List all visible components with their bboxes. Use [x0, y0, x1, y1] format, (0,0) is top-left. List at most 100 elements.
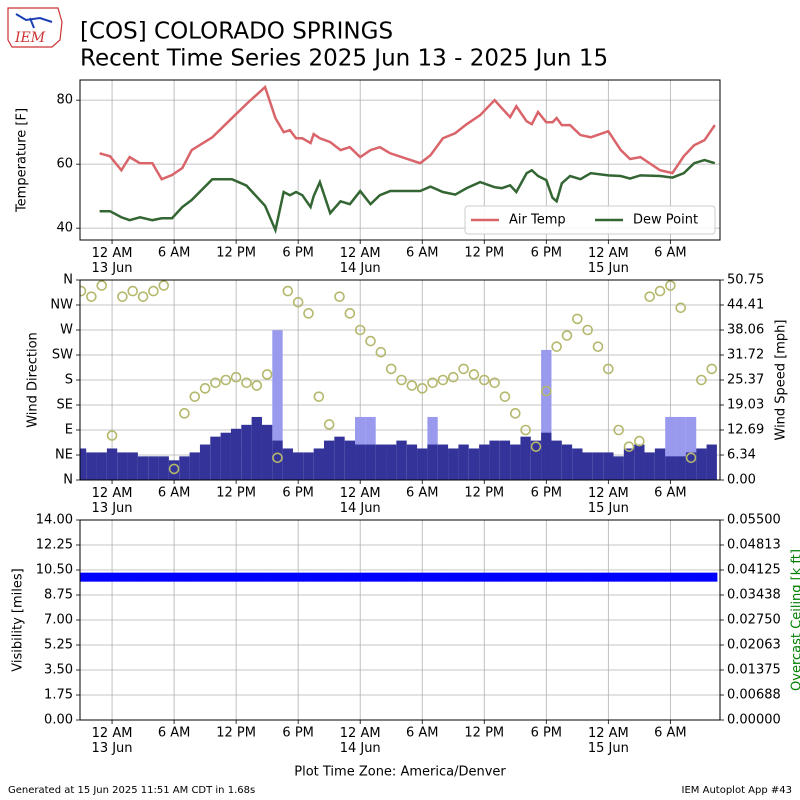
y-tick-label: 1.75 [44, 688, 73, 703]
marker [210, 572, 222, 582]
bar [292, 452, 304, 480]
bar [344, 440, 356, 480]
marker [251, 572, 263, 582]
point [220, 374, 232, 386]
y-tick-label: 8.75 [44, 588, 73, 603]
point [365, 335, 376, 347]
bar [117, 452, 128, 480]
point [375, 346, 387, 358]
x-tick-label: 12 PM [216, 486, 256, 501]
plot-area [80, 280, 718, 480]
point [148, 285, 159, 297]
marker [530, 572, 542, 582]
point [168, 463, 180, 475]
point [86, 291, 97, 302]
point [334, 291, 345, 302]
marker [386, 572, 397, 582]
y2-tick-label: 0.03438 [727, 588, 781, 603]
bar [634, 444, 645, 480]
point [179, 408, 190, 419]
point [603, 363, 614, 375]
point [96, 280, 108, 291]
bar [261, 424, 273, 480]
y2-axis-label: Wind Speed [mph] [774, 320, 789, 441]
point [437, 374, 449, 386]
bar [282, 448, 293, 480]
bar [303, 452, 314, 480]
point [344, 308, 356, 319]
x-tick-label: 6 AM [406, 486, 439, 501]
y-tick-label: N [63, 273, 73, 288]
point [541, 385, 552, 397]
y-axis-label: Temperature [F] [15, 108, 30, 213]
marker [592, 572, 604, 582]
marker [158, 572, 170, 582]
y-axis-label: Visibility [miles] [11, 568, 26, 671]
bar [623, 448, 635, 480]
point [292, 296, 304, 308]
marker [127, 572, 139, 582]
x-tick-label: 6 PM [282, 726, 313, 741]
marker [479, 572, 490, 582]
title: [COS] COLORADO SPRINGS [80, 19, 393, 45]
x-tick-label: 6 AM [654, 726, 687, 741]
point [80, 285, 87, 297]
y-axis-label: Wind Direction [26, 332, 41, 428]
x-tick-label: 12 AM 15 Jun [588, 246, 629, 276]
x-tick-label: 6 PM [282, 486, 313, 501]
marker [644, 572, 656, 582]
point [509, 408, 521, 419]
point [489, 377, 500, 389]
point [313, 391, 325, 402]
marker [427, 572, 439, 582]
x-tick-label: 12 PM [216, 246, 256, 261]
bar [355, 444, 366, 480]
point [634, 435, 645, 447]
bar [375, 444, 387, 480]
marker [344, 572, 356, 582]
point [272, 452, 283, 464]
y2-tick-label: 6.34 [727, 448, 756, 463]
bar [696, 448, 707, 480]
y2-tick-label: 12.69 [727, 422, 764, 437]
bar [324, 440, 335, 480]
bar [199, 444, 211, 480]
point [137, 291, 149, 302]
bar [592, 452, 604, 480]
bar [365, 444, 376, 480]
point [654, 285, 666, 297]
marker [458, 572, 470, 582]
marker [199, 572, 211, 582]
bar [654, 448, 666, 480]
y-tick-label: 10.50 [36, 563, 73, 578]
point [396, 374, 407, 386]
axes-frame [79, 519, 721, 721]
x-tick-label: 6 AM [406, 726, 439, 741]
y-tick-label: 0.00 [44, 713, 73, 728]
x-tick-label: 12 AM 14 Jun [340, 486, 381, 516]
y-tick-label: 7.00 [44, 613, 73, 628]
y2-tick-label: 0.04813 [727, 538, 781, 553]
y2-tick-label: 0.02063 [727, 638, 781, 653]
bar [189, 452, 200, 480]
x-tick-label: 6 AM [158, 486, 191, 501]
panel: 12 AM 13 Jun 6 AM 12 PM 6 PM 12 AM 14 Jun 6 AM 1… [11, 513, 800, 780]
y2-tick-label: 0.00 [727, 473, 756, 488]
marker [623, 572, 635, 582]
marker [292, 572, 304, 582]
marker [582, 572, 594, 582]
point [189, 391, 201, 402]
marker [303, 572, 315, 582]
y2-tick-label: 44.41 [727, 297, 764, 312]
bar [675, 416, 686, 480]
marker [80, 572, 87, 582]
axes-frame [79, 79, 721, 241]
bar [86, 452, 97, 480]
y-tick-label: 12.25 [36, 538, 73, 553]
y-tick-label: 14.00 [36, 513, 73, 528]
point [592, 341, 604, 352]
marker [168, 572, 180, 582]
x-tick-label: 6 PM [531, 246, 562, 261]
point [572, 313, 583, 325]
bar [561, 444, 573, 480]
